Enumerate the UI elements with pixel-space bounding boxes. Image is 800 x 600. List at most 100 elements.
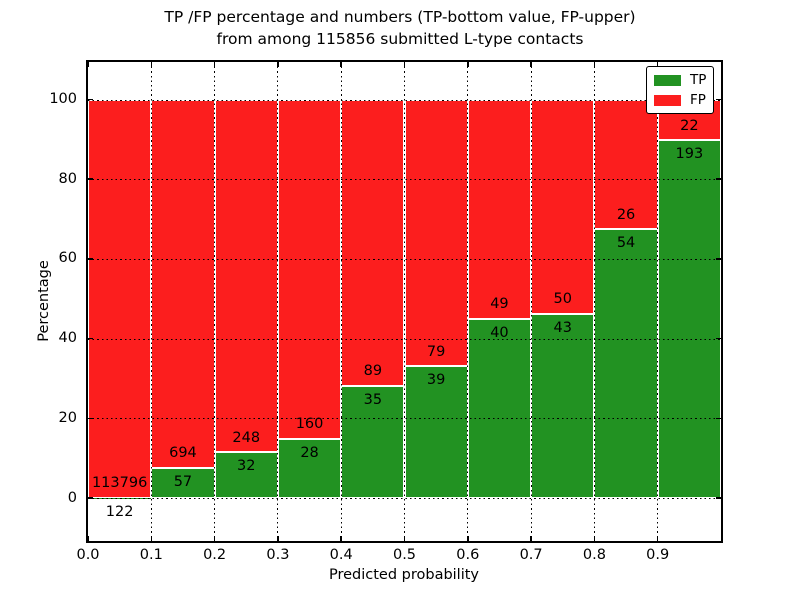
fp-count-label: 50 <box>553 291 572 308</box>
fp-count-label: 248 <box>232 429 261 446</box>
bar-segment-fp <box>467 99 532 319</box>
chart-title: TP /FP percentage and numbers (TP-bottom… <box>0 6 800 50</box>
x-tick-label: 0.5 <box>392 547 417 563</box>
y-tick-mark <box>716 337 721 340</box>
x-tick-label: 0.3 <box>266 547 290 563</box>
x-tick-label: 0.0 <box>76 547 100 563</box>
y-tick-mark <box>88 98 93 101</box>
x-tick-label: 0.6 <box>456 547 480 563</box>
bar-segment-tp <box>657 140 721 498</box>
x-tick-mark <box>656 536 659 541</box>
fp-count-label: 160 <box>295 416 324 433</box>
legend-label: FP <box>690 92 706 108</box>
x-tick-mark <box>403 62 406 67</box>
legend: TP FP <box>646 66 714 114</box>
gridline-vertical <box>214 62 216 541</box>
gridline-horizontal <box>88 498 721 499</box>
fp-count-label: 26 <box>616 206 636 223</box>
tp-count-label: 39 <box>426 372 446 389</box>
y-tick-label: 0 <box>67 489 77 506</box>
x-tick-mark <box>277 62 279 67</box>
y-tick-mark <box>716 258 721 260</box>
x-tick-label: 0.2 <box>203 547 227 563</box>
x-tick-mark <box>213 62 216 67</box>
tp-count-label: 43 <box>553 319 572 336</box>
x-tick-label: 0.8 <box>582 547 606 563</box>
y-tick-mark <box>716 178 721 180</box>
x-tick-mark <box>530 536 532 541</box>
bar-segment-tp <box>531 313 595 498</box>
x-tick-mark <box>340 536 342 541</box>
x-tick-mark <box>87 62 89 67</box>
y-tick-mark <box>716 98 721 101</box>
x-tick-mark <box>150 536 153 541</box>
bar-segment-fp <box>214 99 278 453</box>
fp-count-label: 49 <box>490 296 509 313</box>
legend-label: TP <box>690 72 707 88</box>
y-tick-mark <box>88 497 93 499</box>
bar-segment-fp <box>277 99 342 439</box>
x-tick-label: 0.1 <box>139 547 163 563</box>
legend-item: FP <box>654 90 706 110</box>
gridline-vertical <box>277 62 279 541</box>
fp-count-label: 79 <box>426 343 446 360</box>
gridline-vertical <box>150 62 152 541</box>
y-tick-label: 100 <box>49 91 77 107</box>
tp-count-label: 28 <box>300 444 319 461</box>
gridline-horizontal <box>88 99 721 101</box>
x-tick-mark <box>150 62 153 67</box>
tp-count-label: 54 <box>616 235 636 251</box>
gridline-horizontal <box>88 258 721 260</box>
legend-swatch-fp <box>654 94 681 106</box>
x-tick-mark <box>213 536 216 541</box>
y-tick-label: 20 <box>58 409 77 426</box>
bar-segment-fp <box>151 99 215 468</box>
y-tick-mark <box>88 178 93 180</box>
x-tick-mark <box>277 536 279 541</box>
y-tick-label: 80 <box>58 170 77 187</box>
x-tick-mark <box>403 536 406 541</box>
plot-area: TP FP 113796 122 694 57 248 32 160 28 89 35 79 39 49 4… <box>86 60 723 543</box>
x-tick-label: 0.9 <box>646 547 670 563</box>
bar-segment-tp <box>151 467 215 498</box>
tp-count-label: 40 <box>490 324 509 341</box>
fp-count-label: 89 <box>363 363 383 380</box>
x-tick-mark <box>467 536 469 541</box>
bar-segment-fp <box>404 99 468 367</box>
tp-count-label: 193 <box>675 146 704 163</box>
x-tick-mark <box>340 62 342 67</box>
y-tick-mark <box>716 497 721 499</box>
bar-segment-tp <box>214 452 278 498</box>
tp-count-label: 35 <box>363 391 383 408</box>
x-tick-mark <box>593 62 596 67</box>
tp-count-label: 122 <box>105 503 134 520</box>
fp-count-label: 113796 <box>91 475 148 492</box>
bar-segment-tp <box>594 229 658 498</box>
legend-swatch-tp <box>654 74 681 86</box>
y-tick-mark <box>88 258 93 260</box>
gridline-vertical <box>404 62 405 541</box>
gridline-vertical <box>530 62 532 541</box>
y-tick-label: 60 <box>58 250 77 267</box>
bar-segment-fp <box>531 99 595 314</box>
x-tick-mark <box>656 62 659 67</box>
x-tick-mark <box>87 536 89 541</box>
chart-title-line2: from among 115856 submitted L-type conta… <box>216 30 584 48</box>
x-tick-label: 0.7 <box>519 547 543 563</box>
x-tick-mark <box>467 62 469 67</box>
chart-title-line1: TP /FP percentage and numbers (TP-bottom… <box>164 8 636 26</box>
gridline-vertical <box>340 62 342 541</box>
gridline-vertical <box>467 62 469 541</box>
bar-segment-fp <box>88 99 152 498</box>
bar-segment-fp <box>341 99 405 386</box>
x-tick-label: 0.4 <box>329 547 353 563</box>
gridline-horizontal <box>88 418 721 420</box>
y-tick-mark <box>716 417 721 420</box>
x-axis-label: Predicted probability <box>328 567 480 583</box>
bar-segment-tp <box>341 385 405 498</box>
tp-count-label: 32 <box>237 458 256 475</box>
gridline-vertical <box>657 62 659 541</box>
y-tick-mark <box>88 337 93 340</box>
y-tick-label: 40 <box>58 330 77 347</box>
